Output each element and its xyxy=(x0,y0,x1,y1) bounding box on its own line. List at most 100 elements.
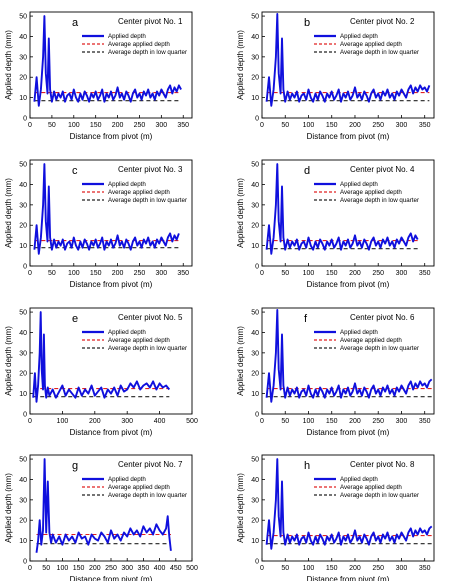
panel-title: Center pivot No. 8 xyxy=(350,460,415,469)
legend-label: Average depth in low quarter xyxy=(340,492,419,499)
x-tick-label: 150 xyxy=(326,122,338,129)
x-tick-label: 250 xyxy=(134,122,146,129)
panel-title: Center pivot No. 4 xyxy=(350,165,415,174)
x-tick-label: 0 xyxy=(28,418,32,425)
legend-label: Average depth in low quarter xyxy=(340,197,419,204)
y-tick-label: 50 xyxy=(19,14,27,21)
y-tick-label: 20 xyxy=(251,75,259,82)
y-tick-label: 50 xyxy=(19,162,27,169)
y-tick-label: 0 xyxy=(23,412,27,419)
legend-label: Average applied depth xyxy=(340,41,402,48)
y-tick-label: 30 xyxy=(251,54,259,61)
y-tick-label: 30 xyxy=(251,497,259,504)
x-tick-label: 0 xyxy=(28,565,32,572)
x-tick-label: 450 xyxy=(170,565,182,572)
x-tick-label: 350 xyxy=(138,565,150,572)
plot-frame xyxy=(29,159,193,267)
legend-label: Average applied depth xyxy=(108,337,170,344)
x-tick-label: 250 xyxy=(372,270,384,277)
x-tick-label: 400 xyxy=(154,418,166,425)
legend-label: Average applied depth xyxy=(108,484,170,491)
panel-f: 0 50 100 150 200 250 300 350 0 10 20 30 40 50 Distance… xyxy=(236,307,435,437)
panel-title: Center pivot No. 7 xyxy=(118,460,183,469)
x-tick-label: 300 xyxy=(121,565,133,572)
x-tick-label: 150 xyxy=(326,270,338,277)
panel-letter: e xyxy=(72,313,78,325)
x-tick-label: 50 xyxy=(281,565,289,572)
y-tick-label: 30 xyxy=(19,497,27,504)
legend-label: Applied depth xyxy=(340,33,378,40)
plot-frame xyxy=(29,11,193,119)
x-axis-label: Distance from pivot (m) xyxy=(70,132,153,141)
plot-frame xyxy=(29,307,193,415)
x-tick-label: 300 xyxy=(396,270,408,277)
x-tick-label: 300 xyxy=(396,418,408,425)
y-tick-label: 50 xyxy=(251,310,259,317)
legend-label: Average depth in low quarter xyxy=(108,492,187,499)
y-tick-label: 10 xyxy=(251,538,259,545)
y-tick-label: 0 xyxy=(255,559,259,566)
legend-label: Applied depth xyxy=(108,33,146,40)
y-tick-label: 30 xyxy=(251,350,259,357)
applied-depth-line xyxy=(265,13,431,107)
x-tick-label: 200 xyxy=(89,418,101,425)
legend-label: Applied depth xyxy=(108,329,146,336)
x-tick-label: 0 xyxy=(260,270,264,277)
y-axis-label: Applied depth (mm) xyxy=(236,326,245,396)
panel-letter: b xyxy=(304,17,310,29)
plot-frame xyxy=(261,454,435,562)
legend-label: Average depth in low quarter xyxy=(108,49,187,56)
y-tick-label: 20 xyxy=(19,371,27,378)
y-tick-label: 40 xyxy=(19,34,27,41)
x-tick-label: 250 xyxy=(372,565,384,572)
y-tick-label: 40 xyxy=(251,34,259,41)
x-tick-label: 50 xyxy=(48,270,56,277)
y-tick-label: 20 xyxy=(251,223,259,230)
y-tick-label: 40 xyxy=(251,330,259,337)
x-tick-label: 300 xyxy=(121,418,133,425)
legend-label: Average depth in low quarter xyxy=(340,345,419,352)
legend-label: Applied depth xyxy=(340,476,378,483)
applied-depth-line xyxy=(265,163,419,255)
panel-g: 0 50 100 150 200 250 300 350 400 450 500 0 10 20 30 40 5… xyxy=(4,454,198,581)
applied-depth-line xyxy=(265,458,433,550)
y-tick-label: 10 xyxy=(251,243,259,250)
x-tick-label: 350 xyxy=(419,565,431,572)
x-tick-label: 250 xyxy=(105,565,117,572)
x-tick-label: 0 xyxy=(260,565,264,572)
x-tick-label: 200 xyxy=(349,565,361,572)
y-tick-label: 50 xyxy=(251,457,259,464)
legend-label: Average applied depth xyxy=(340,484,402,491)
panel-title: Center pivot No. 6 xyxy=(350,313,415,322)
x-tick-label: 350 xyxy=(419,418,431,425)
x-tick-label: 50 xyxy=(281,270,289,277)
panel-h: 0 50 100 150 200 250 300 350 0 10 20 30 40 50 Distance… xyxy=(236,454,435,581)
panel-a: 0 50 100 150 200 250 300 350 0 10 20 30 40 50 Distance… xyxy=(4,11,193,141)
x-axis-label: Distance from pivot (m) xyxy=(70,428,153,437)
x-tick-label: 150 xyxy=(326,418,338,425)
x-tick-label: 50 xyxy=(281,418,289,425)
panel-e: 0 100 200 300 400 500 0 10 20 30 40 50 Distance from… xyxy=(4,307,198,437)
y-tick-label: 50 xyxy=(251,14,259,21)
y-tick-label: 20 xyxy=(19,518,27,525)
x-tick-label: 250 xyxy=(134,270,146,277)
y-tick-label: 0 xyxy=(255,412,259,419)
legend-label: Average applied depth xyxy=(340,189,402,196)
x-tick-label: 100 xyxy=(303,418,315,425)
plot-frame xyxy=(29,454,193,562)
x-tick-label: 300 xyxy=(396,565,408,572)
x-tick-label: 100 xyxy=(57,418,69,425)
x-axis-label: Distance from pivot (m) xyxy=(307,280,390,289)
x-tick-label: 150 xyxy=(326,565,338,572)
y-tick-label: 20 xyxy=(251,518,259,525)
y-tick-label: 0 xyxy=(23,116,27,123)
x-tick-label: 100 xyxy=(303,565,315,572)
x-tick-label: 250 xyxy=(372,418,384,425)
x-tick-label: 150 xyxy=(90,122,102,129)
y-axis-label: Applied depth (mm) xyxy=(4,30,13,100)
x-axis-label: Distance from pivot (m) xyxy=(307,132,390,141)
panel-letter: a xyxy=(72,17,79,29)
y-tick-label: 40 xyxy=(19,477,27,484)
legend-label: Applied depth xyxy=(340,181,378,188)
legend-label: Applied depth xyxy=(108,181,146,188)
